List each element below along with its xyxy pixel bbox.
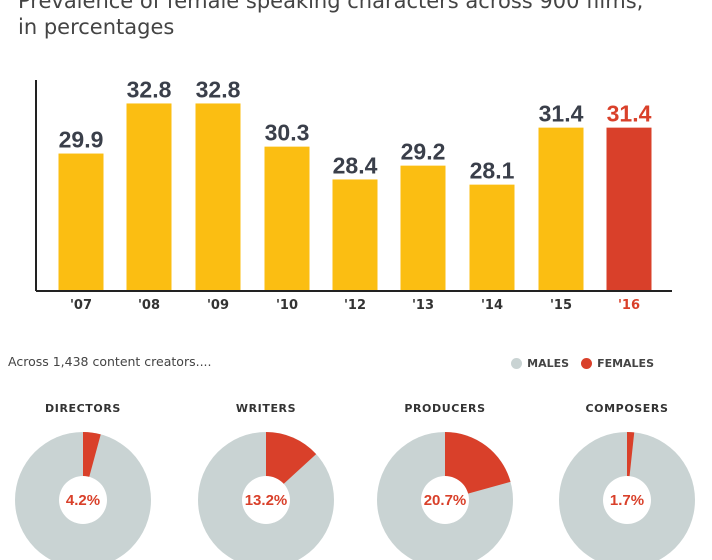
bar-14	[469, 184, 515, 290]
donut-title-composers: COMPOSERS	[585, 402, 669, 415]
donut-hole	[421, 476, 469, 524]
donut-producers: 20.7%	[377, 432, 513, 560]
bar-09	[195, 103, 241, 290]
x-tick-label: '08	[138, 298, 160, 313]
legend-item-females: FEMALES	[581, 357, 654, 370]
x-tick-label: '12	[344, 298, 366, 313]
x-tick-label: '07	[70, 298, 92, 313]
bar-16	[606, 127, 652, 291]
x-tick-label: '15	[550, 298, 572, 313]
donut-value-label: 20.7%	[424, 492, 467, 509]
donut-composers: 1.7%	[559, 432, 695, 560]
bar-value-label: 28.4	[333, 152, 378, 178]
legend-dot-females	[581, 358, 593, 369]
x-tick-label: '14	[481, 298, 503, 313]
x-tick-label: '09	[207, 298, 229, 313]
bar-value-label: 30.3	[265, 120, 310, 146]
bar-value-label: 29.9	[59, 127, 104, 153]
bar-value-label: 31.4	[539, 101, 584, 127]
bar-value-label: 31.4	[607, 101, 652, 127]
donut-hole	[242, 476, 290, 524]
x-tick-label: '10	[276, 298, 298, 313]
donut-hole	[603, 476, 651, 524]
donut-title-writers: WRITERS	[235, 402, 297, 415]
donut-title-producers: PRODUCERS	[404, 402, 486, 415]
donut-value-label: 4.2%	[66, 492, 100, 509]
bar-chart: 29.9 '07 32.8 '08 32.8 '09 30.3 '10 28.4 '12 29.2 '…	[35, 76, 672, 313]
x-tick-label: '13	[412, 298, 434, 313]
bar-07	[58, 153, 104, 290]
legend-item-males: MALES	[511, 357, 569, 370]
donut-writers: 13.2%	[198, 432, 334, 560]
bar-08	[126, 103, 172, 290]
donut-value-label: 13.2%	[245, 492, 288, 509]
bar-12	[332, 179, 378, 290]
bar-value-label: 32.8	[127, 76, 172, 102]
chart-title-line-2: in percentages	[18, 15, 175, 39]
bar-15	[538, 127, 584, 291]
creators-caption: Across 1,438 content creators....	[8, 354, 212, 369]
donut-value-label: 1.7%	[610, 492, 644, 509]
chart-title-line-1: Prevalence of female speaking characters…	[18, 0, 644, 13]
donut-hole	[59, 476, 107, 524]
donut-directors: 4.2%	[15, 432, 151, 560]
legend: MALES FEMALES	[511, 357, 654, 370]
legend-label-females: FEMALES	[597, 357, 654, 370]
bar-value-label: 32.8	[196, 76, 241, 102]
bar-10	[264, 146, 310, 290]
x-tick-label: '16	[618, 298, 640, 313]
donut-title-directors: DIRECTORS	[45, 402, 121, 415]
bar-value-label: 29.2	[401, 139, 446, 165]
legend-dot-males	[511, 358, 523, 369]
bar-13	[400, 165, 446, 290]
chart-title: Prevalence of female speaking characters…	[18, 0, 643, 40]
legend-label-males: MALES	[527, 357, 570, 370]
bar-value-label: 28.1	[470, 158, 515, 184]
